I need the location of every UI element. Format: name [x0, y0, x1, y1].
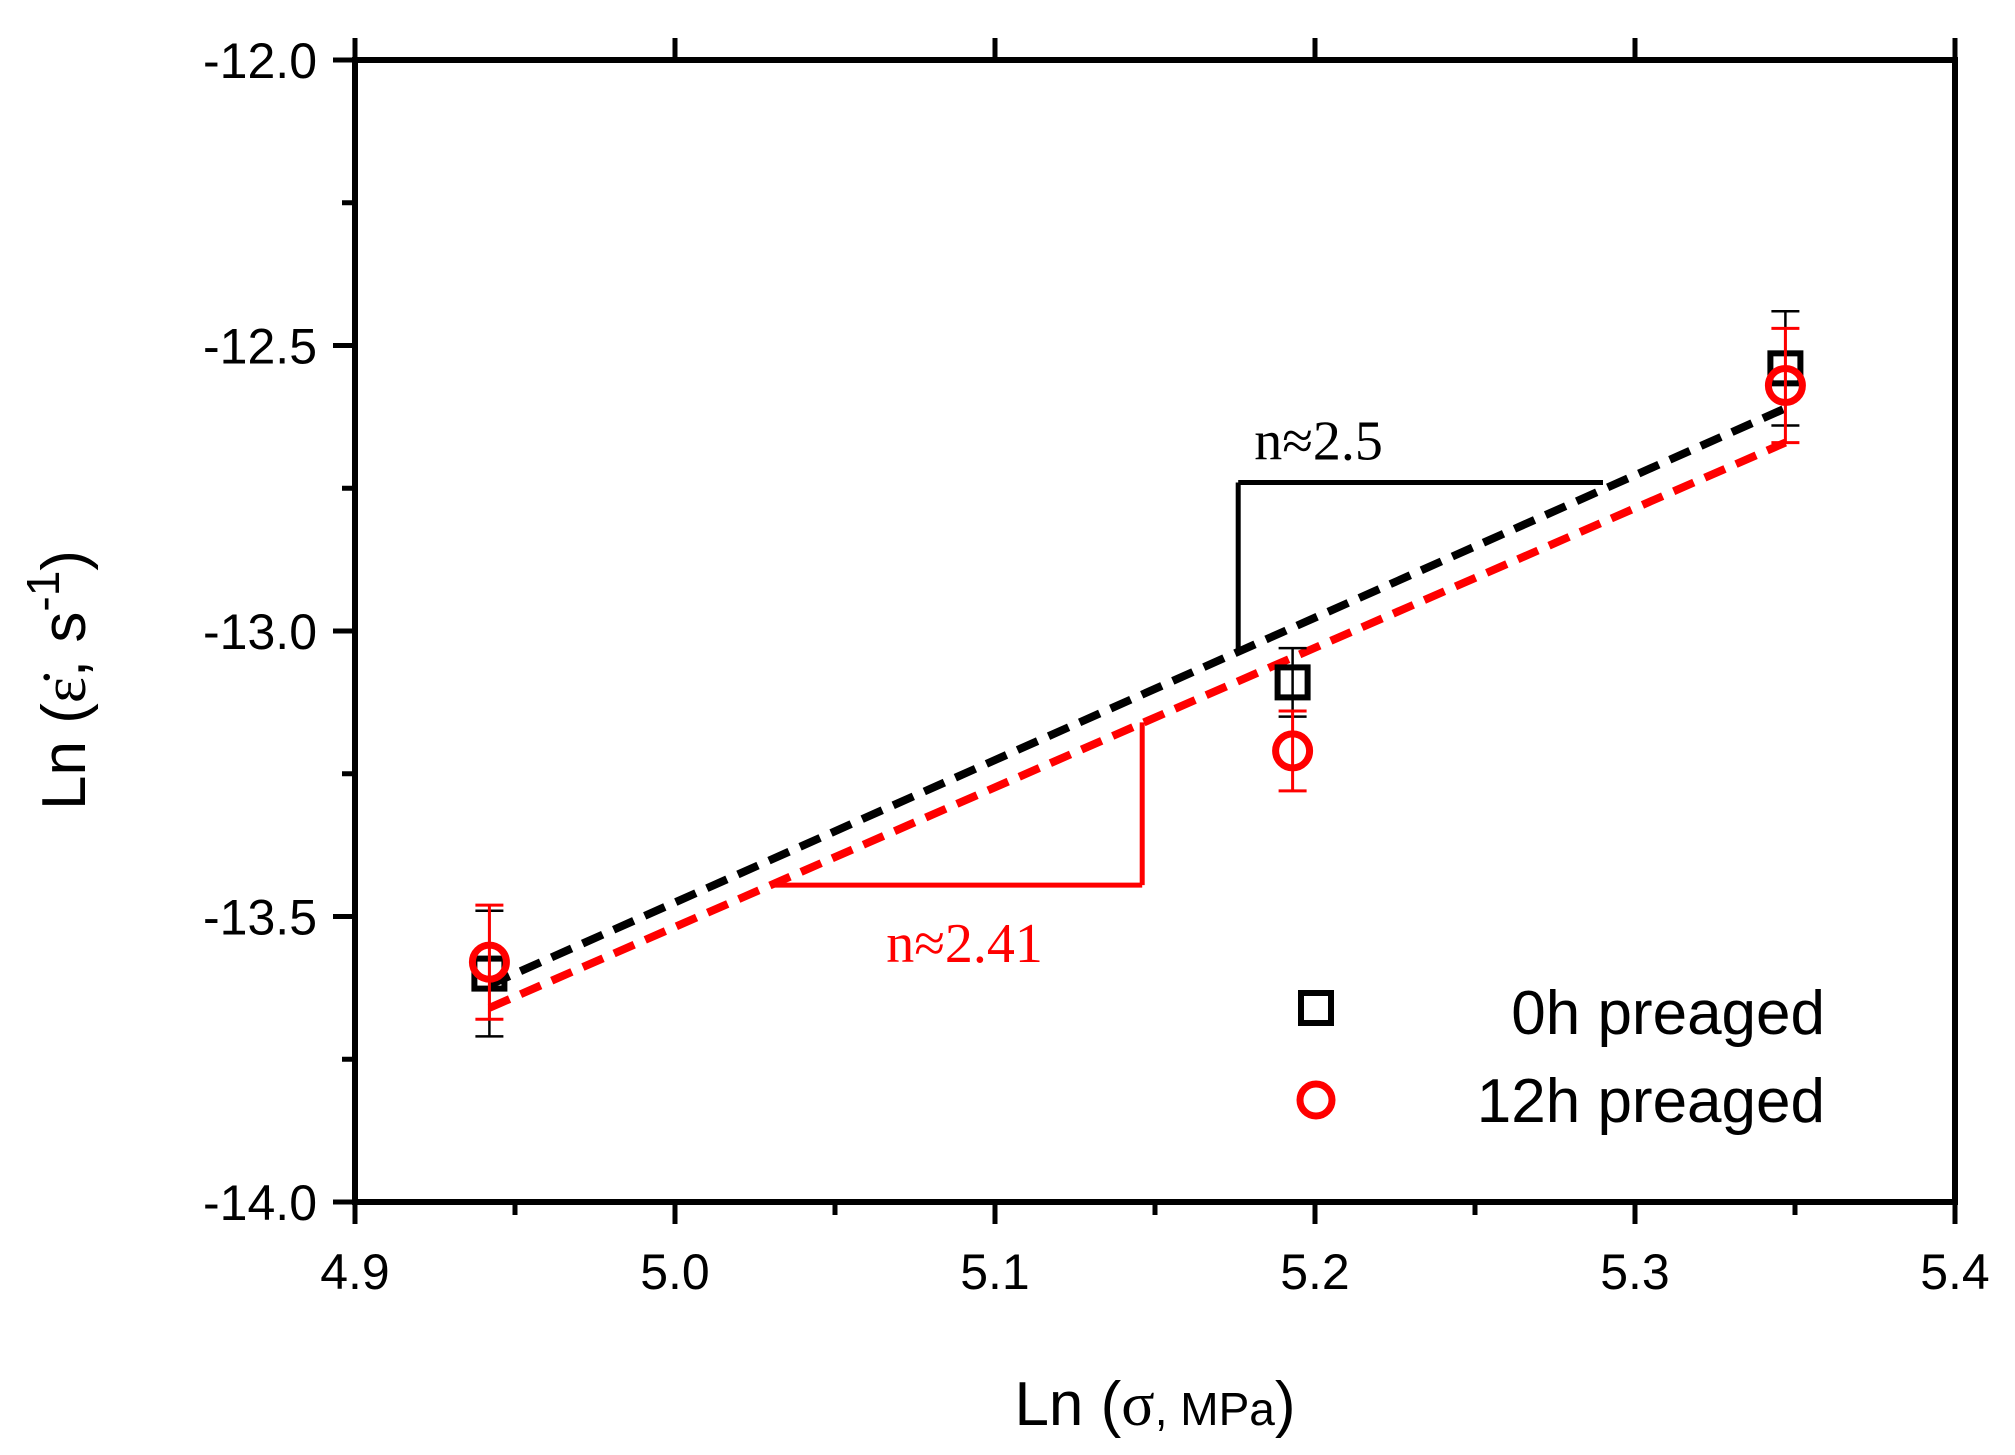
x-tick-label: 5.0: [640, 1244, 710, 1300]
slope-triangles: [774, 480, 1603, 888]
fit-lines: [487, 404, 1788, 1012]
slope-label: n≈2.41: [886, 913, 1043, 975]
data-point-square: [1274, 664, 1311, 701]
x-axis-title: Ln (σ, MPa): [1014, 1370, 1295, 1439]
x-axis-ticks: 4.9 5.0 5.1 5.2 5.3 5.4: [320, 38, 1990, 1300]
data-point-circle: [1764, 364, 1806, 406]
x-tick-label: 5.3: [1600, 1244, 1670, 1300]
x-tick-label: 5.4: [1920, 1244, 1990, 1300]
y-tick-label: -12.0: [203, 33, 317, 89]
fit-line-square: [487, 404, 1788, 989]
y-tick-label: -13.5: [203, 890, 317, 946]
legend-marker-0h: [1298, 990, 1334, 1026]
legend-label-0h: 0h preaged: [1511, 979, 1825, 1048]
y-tick-label: -13.0: [203, 604, 317, 660]
y-tick-label: -12.5: [203, 319, 317, 375]
fit-line-circle: [487, 438, 1787, 1012]
x-tick-label: 5.2: [1280, 1244, 1350, 1300]
y-tick-label: -14.0: [203, 1175, 317, 1231]
x-tick-label: 4.9: [320, 1244, 390, 1300]
data-point-circle: [468, 941, 510, 983]
y-axis-ticks: -14.0 -13.5 -13.0 -12.5 -12.0: [203, 33, 355, 1231]
legend-marker-12h: [1296, 1080, 1336, 1120]
slope-annotations: n≈2.5 n≈2.41: [886, 411, 1383, 975]
legend-label-12h: 12h preaged: [1477, 1067, 1825, 1136]
data-point-circle: [1272, 730, 1314, 772]
data-points: [468, 309, 1806, 1038]
slope-label: n≈2.5: [1254, 411, 1383, 473]
legend: 0h preaged 12h preaged: [1296, 979, 1825, 1136]
x-tick-label: 5.1: [960, 1244, 1030, 1300]
y-axis-title: Ln (ε̇, s-1): [17, 550, 99, 810]
